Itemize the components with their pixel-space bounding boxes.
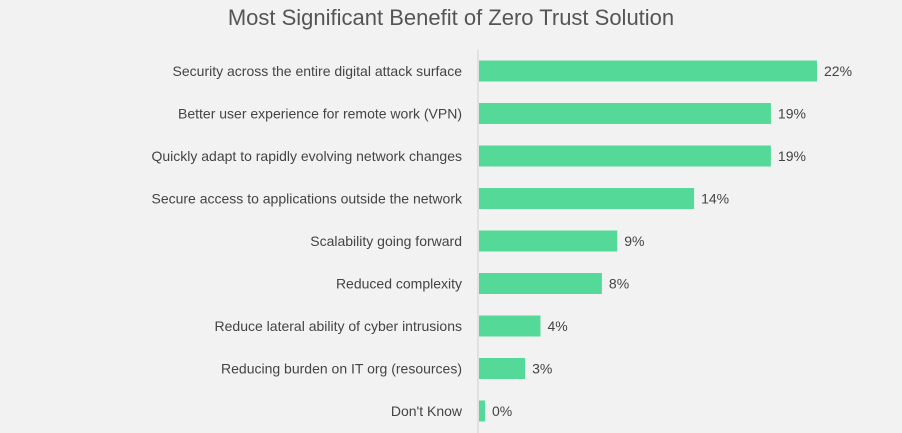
bar [479, 358, 526, 379]
data-label: 22% [824, 63, 852, 79]
bar [479, 273, 602, 294]
data-label: 9% [624, 233, 644, 249]
bar [479, 60, 817, 82]
bar [479, 145, 771, 167]
bar [479, 230, 618, 252]
category-label: Reducing burden on IT org (resources) [221, 361, 462, 377]
data-label: 4% [547, 318, 567, 334]
bar [479, 400, 485, 422]
chart-title: Most Significant Benefit of Zero Trust S… [227, 5, 675, 30]
bar [479, 315, 541, 337]
data-label: 8% [609, 276, 629, 292]
data-label: 0% [492, 403, 512, 419]
category-label: Better user experience for remote work (… [178, 106, 462, 122]
data-label: 3% [532, 361, 552, 377]
data-label: 19% [778, 148, 806, 164]
category-label: Reduce lateral ability of cyber intrusio… [215, 318, 462, 334]
data-label: 14% [701, 191, 729, 207]
category-label: Don't Know [391, 403, 463, 419]
category-label: Scalability going forward [310, 233, 462, 249]
bar [479, 188, 695, 209]
category-label: Quickly adapt to rapidly evolving networ… [151, 148, 462, 164]
category-label: Reduced complexity [336, 276, 462, 292]
data-label: 19% [778, 106, 806, 122]
bar [479, 103, 771, 124]
category-label: Security across the entire digital attac… [173, 63, 463, 79]
category-label: Secure access to applications outside th… [151, 191, 463, 207]
